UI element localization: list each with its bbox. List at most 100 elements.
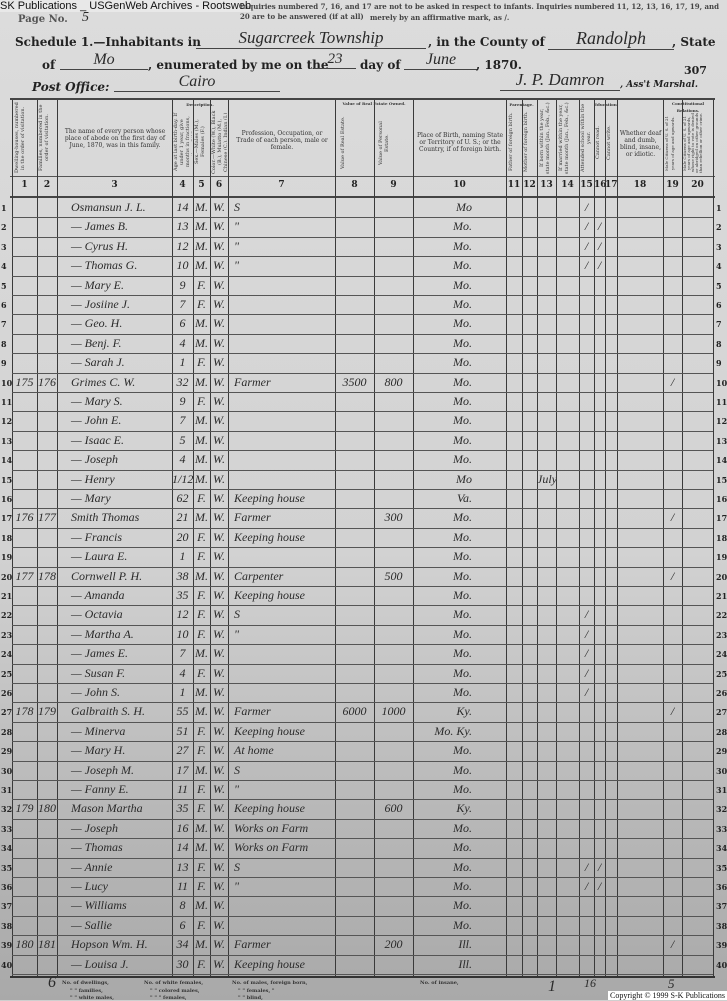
sex: F. (197, 743, 206, 757)
column-number: 13 (540, 180, 553, 190)
occupation: S (234, 607, 240, 621)
person-name: — Joseph (71, 452, 118, 466)
row-number-left: 39 (1, 940, 13, 950)
occupation: " (234, 627, 240, 641)
header-col8: Value of Real Estate. (340, 116, 346, 170)
age: 4 (179, 666, 186, 680)
footer-colored-females: " " " females, (150, 995, 187, 1001)
family-number: 176 (38, 375, 56, 389)
row-rule (12, 819, 713, 820)
sex: M. (195, 316, 208, 330)
header-col9: Value of Personal Estate. (378, 121, 390, 165)
column-number: 11 (507, 180, 521, 190)
birthplace: Mo. (453, 510, 472, 524)
header-value-group: Value of Real Estate Owned. (342, 101, 406, 106)
age: 21 (176, 510, 189, 524)
row-rule (12, 547, 713, 548)
sex: F. (197, 491, 206, 505)
page-number-value: 5 (82, 10, 89, 25)
sex: F. (197, 355, 206, 369)
row-rule (12, 877, 713, 878)
age: 5 (179, 433, 186, 447)
row-rule (12, 916, 713, 917)
person-name: Mason Martha (71, 801, 143, 815)
row-number-left: 25 (1, 669, 13, 679)
birthplace: Mo. (453, 685, 472, 699)
birthplace: Mo. (453, 355, 472, 369)
row-number-right: 2 (716, 222, 722, 232)
row-number-right: 22 (716, 610, 727, 620)
footer-tally-5: 5 (668, 976, 675, 991)
age: 12 (176, 607, 189, 621)
row-rule (12, 896, 713, 897)
column-rule (413, 100, 414, 976)
row-number-right: 26 (716, 688, 727, 698)
row-number-right: 23 (716, 630, 727, 640)
header-col2: Families, numbered in the order of visit… (38, 104, 50, 172)
row-number-left: 27 (1, 707, 13, 717)
column-number: 14 (561, 180, 574, 190)
person-name: — Joseph (71, 821, 118, 835)
column-number: 17 (605, 180, 618, 190)
age: 17 (176, 763, 189, 777)
row-number-left: 9 (1, 358, 7, 368)
color: W. (213, 219, 225, 233)
sex: F. (197, 724, 206, 738)
person-name: Osmansun J. L. (71, 200, 146, 214)
row-number-right: 5 (716, 281, 722, 291)
header-col13: If born within the year, state month (Ja… (539, 102, 551, 174)
age: 1/12 (172, 472, 193, 486)
age: 51 (176, 724, 189, 738)
sex: F. (197, 666, 206, 680)
county-label: , in the County of (428, 35, 545, 49)
row-number-right: 40 (716, 960, 727, 970)
occupation: Farmer (234, 704, 271, 718)
row-number-left: 30 (1, 766, 13, 776)
sex: F. (197, 394, 206, 408)
copyright-notice: Copyright © 1999 S-K Publications (608, 991, 727, 1000)
column-number: 15 (580, 180, 593, 190)
person-name: — Martha A. (71, 627, 134, 641)
column-rule (193, 100, 194, 976)
age: 7 (179, 413, 186, 427)
birthplace: Ill. (458, 957, 472, 971)
person-name: — Thomas (71, 840, 123, 854)
of-label: of (42, 58, 56, 72)
sex: F. (197, 627, 206, 641)
sex: M. (195, 433, 208, 447)
birthplace: Mo. Ky. (434, 724, 472, 738)
person-name: — John S. (71, 685, 120, 699)
header-col6: Color.—White (W.), Black (B.), Mulatto (… (211, 110, 227, 174)
row-number-right: 4 (716, 261, 722, 271)
column-number: 1 (21, 180, 28, 190)
age: 9 (179, 278, 186, 292)
person-name: Galbraith S. H. (71, 704, 146, 718)
row-number-right: 36 (716, 882, 727, 892)
row-number-right: 17 (716, 513, 727, 523)
column-rule (374, 100, 375, 976)
person-name: — James E. (71, 646, 128, 660)
personal-estate-value: 800 (384, 375, 403, 389)
column-rule (210, 100, 211, 976)
column-number: 5 (198, 180, 205, 190)
age: 62 (176, 491, 189, 505)
person-name: Smith Thomas (71, 510, 140, 524)
birthplace: Mo. (453, 278, 472, 292)
sheet-number: 307 (684, 64, 707, 77)
sex: M. (195, 685, 208, 699)
attended-school: / (584, 860, 589, 874)
sex: M. (195, 200, 208, 214)
row-number-right: 28 (716, 727, 727, 737)
personal-estate-value: 300 (384, 510, 403, 524)
footer-rule (10, 976, 715, 978)
color: W. (213, 433, 225, 447)
sex: F. (197, 879, 206, 893)
age: 16 (176, 821, 189, 835)
row-rule (12, 334, 713, 335)
color: W. (213, 957, 225, 971)
color: W. (213, 743, 225, 757)
person-name: — Geo. H. (71, 316, 123, 330)
header-col17: Cannot write. (606, 125, 612, 161)
day-label: day of (360, 58, 401, 72)
column-rule (228, 100, 229, 976)
